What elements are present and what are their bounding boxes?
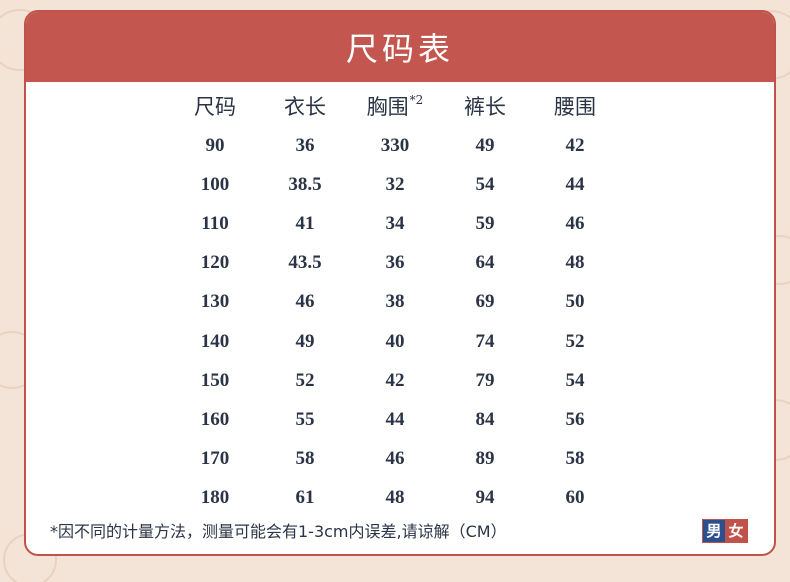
table-row: 110 41 34 59 46 (170, 204, 620, 243)
cell-size: 160 (200, 408, 230, 430)
cell-waist: 54 (565, 369, 585, 391)
cell-size: 90 (205, 134, 225, 156)
cell-pants-length: 49 (475, 134, 495, 156)
cell-waist: 42 (565, 134, 585, 156)
header-chest: 胸围*2 (350, 86, 440, 126)
cell-pants-length: 84 (475, 408, 495, 430)
table-row: 120 43.5 36 64 48 (170, 244, 620, 283)
size-chart-card: 尺码表 尺码 衣长 胸围*2 裤长 腰围 90 36 330 49 42 100… (24, 10, 776, 556)
cell-top-length: 61 (295, 487, 315, 509)
cell-chest: 32 (385, 173, 405, 195)
cell-top-length: 55 (295, 408, 315, 430)
cell-top-length: 52 (295, 369, 315, 391)
cell-chest: 46 (385, 448, 405, 470)
gender-badge: 男 女 (702, 519, 748, 543)
cell-size: 170 (200, 448, 230, 470)
table-row: 180 61 48 94 60 (170, 479, 620, 518)
header-chest-label: 胸围 (366, 95, 409, 119)
size-chart-header: 尺码表 (26, 12, 774, 82)
cell-size: 140 (200, 330, 230, 352)
cell-pants-length: 59 (475, 212, 495, 234)
cell-top-length: 41 (295, 212, 315, 234)
cell-pants-length: 89 (475, 448, 495, 470)
cell-waist: 56 (565, 408, 585, 430)
cell-pants-length: 54 (475, 173, 495, 195)
cell-waist: 46 (565, 212, 585, 234)
header-chest-superscript: *2 (409, 93, 424, 107)
table-header-row: 尺码 衣长 胸围*2 裤长 腰围 (170, 86, 620, 126)
table-row: 100 38.5 32 54 44 (170, 165, 620, 204)
header-top-length: 衣长 (284, 95, 326, 119)
cell-pants-length: 74 (475, 330, 495, 352)
cell-top-length: 36 (295, 134, 315, 156)
cell-waist: 58 (565, 448, 585, 470)
header-size: 尺码 (194, 95, 236, 119)
cell-waist: 60 (565, 487, 585, 509)
cell-size: 100 (200, 173, 230, 195)
cell-waist: 50 (565, 291, 585, 313)
cell-chest: 40 (385, 330, 405, 352)
table-row: 160 55 44 84 56 (170, 400, 620, 439)
cell-pants-length: 94 (475, 487, 495, 509)
cell-top-length: 58 (295, 448, 315, 470)
cell-pants-length: 64 (475, 252, 495, 274)
cell-size: 110 (201, 212, 229, 234)
cell-top-length: 46 (295, 291, 315, 313)
table-row: 130 46 38 69 50 (170, 283, 620, 322)
cell-chest: 42 (385, 369, 405, 391)
cell-size: 120 (200, 252, 230, 274)
cell-chest: 330 (380, 134, 410, 156)
table-row: 150 52 42 79 54 (170, 361, 620, 400)
table-row: 90 36 330 49 42 (170, 126, 620, 165)
table-row: 170 58 46 89 58 (170, 440, 620, 479)
table-row: 140 49 40 74 52 (170, 322, 620, 361)
badge-male: 男 (703, 520, 725, 542)
cell-size: 130 (200, 291, 230, 313)
cell-top-length: 38.5 (288, 173, 322, 195)
cell-size: 180 (200, 487, 230, 509)
cell-chest: 38 (385, 291, 405, 313)
header-waist: 腰围 (554, 95, 596, 119)
cell-chest: 34 (385, 212, 405, 234)
cell-chest: 48 (385, 487, 405, 509)
header-pants-length: 裤长 (464, 95, 506, 119)
cell-size: 150 (200, 369, 230, 391)
measurement-footnote: *因不同的计量方法，测量可能会有1-3cm内误差,请谅解（CM） (50, 522, 507, 541)
cell-chest: 36 (385, 252, 405, 274)
cell-waist: 48 (565, 252, 585, 274)
cell-pants-length: 79 (475, 369, 495, 391)
cell-top-length: 43.5 (288, 252, 322, 274)
badge-female: 女 (725, 520, 747, 542)
cell-top-length: 49 (295, 330, 315, 352)
cell-waist: 52 (565, 330, 585, 352)
cell-waist: 44 (565, 173, 585, 195)
size-chart-title: 尺码表 (345, 30, 454, 68)
cell-pants-length: 69 (475, 291, 495, 313)
cell-chest: 44 (385, 408, 405, 430)
size-table: 尺码 衣长 胸围*2 裤长 腰围 90 36 330 49 42 100 38.… (170, 86, 620, 518)
